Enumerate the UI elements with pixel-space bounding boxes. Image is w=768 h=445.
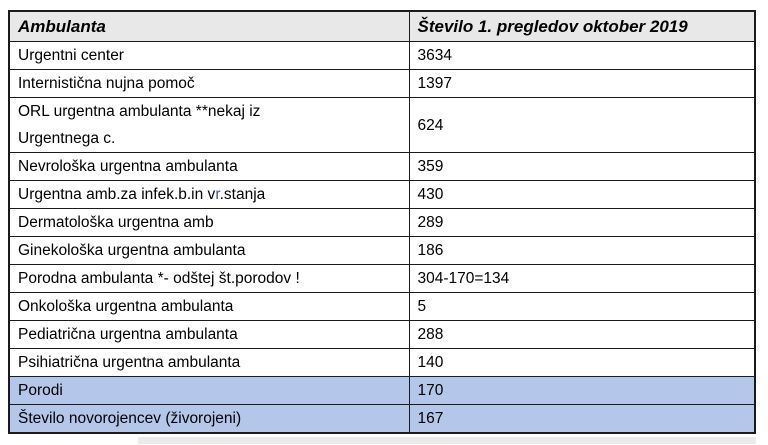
header-row: Ambulanta Število 1. pregledov oktober 2…	[8, 10, 756, 42]
ambulanta-cell: Psihiatrična urgentna ambulanta	[8, 348, 410, 377]
value-cell: 304-170=134	[408, 264, 756, 293]
table-row: Urgentna amb.za infek.b.in vr.stanja 430	[8, 180, 756, 209]
column-header-ambulanta: Ambulanta	[8, 10, 410, 42]
value-cell: 1397	[408, 69, 756, 98]
table-row: ORL urgentna ambulanta **nekaj iz Urgentn…	[8, 97, 756, 153]
ambulanta-label: Dermatološka urgentna amb	[18, 214, 214, 231]
table-row: Pediatrična urgentna ambulanta 288	[8, 320, 756, 349]
table-row: Nevrološka urgentna ambulanta 359	[8, 152, 756, 181]
value-cell: 167	[408, 404, 756, 434]
table-row: Število novorojencev (živorojeni) 167	[8, 404, 756, 434]
table-row: Psihiatrična urgentna ambulanta 140	[8, 348, 756, 377]
ambulanta-cell: Urgentni center	[8, 41, 410, 70]
value-cell: 288	[408, 320, 756, 349]
ambulanta-label: Nevrološka urgentna ambulanta	[18, 158, 238, 175]
table-row: Internistična nujna pomoč 1397	[8, 69, 756, 98]
value-cell: 3634	[408, 41, 756, 70]
ambulanta-table: Ambulanta Število 1. pregledov oktober 2…	[8, 10, 756, 434]
table-shadow	[138, 437, 756, 444]
table-row: Ginekološka urgentna ambulanta 186	[8, 236, 756, 265]
ambulanta-cell: Porodna ambulanta *- odštej št.porodov !	[8, 264, 410, 293]
ambulanta-cell: Internistična nujna pomoč	[8, 69, 410, 98]
value-cell: 359	[408, 152, 756, 181]
ambulanta-label: Pediatrična urgentna ambulanta	[18, 326, 238, 343]
ambulanta-cell: ORL urgentna ambulanta **nekaj iz Urgentn…	[8, 97, 410, 153]
ambulanta-label: .stanja	[219, 186, 266, 203]
value-cell: 289	[408, 208, 756, 237]
ambulanta-label: Urgentnega c.	[18, 130, 116, 147]
ambulanta-cell: Porodi	[8, 376, 410, 405]
value-cell: 430	[408, 180, 756, 209]
table-row: Porodna ambulanta *- odštej št.porodov !…	[8, 264, 756, 293]
value-cell: 186	[408, 236, 756, 265]
ambulanta-label: Število novorojencev (živorojeni)	[18, 410, 242, 427]
table-body: Urgentni center 3634 Internistična nujna p…	[8, 41, 756, 434]
ambulanta-label: Urgentni center	[18, 47, 124, 64]
ambulanta-cell: Onkološka urgentna ambulanta	[8, 292, 410, 321]
table-row: Onkološka urgentna ambulanta 5	[8, 292, 756, 321]
ambulanta-cell: Urgentna amb.za infek.b.in vr.stanja	[8, 180, 410, 209]
ambulanta-label: Onkološka urgentna ambulanta	[18, 298, 234, 315]
ambulanta-cell: Dermatološka urgentna amb	[8, 208, 410, 237]
value-cell: 5	[408, 292, 756, 321]
ambulanta-cell: Nevrološka urgentna ambulanta	[8, 152, 410, 181]
ambulanta-cell: Ginekološka urgentna ambulanta	[8, 236, 410, 265]
value-cell: 624	[408, 97, 756, 153]
column-header-stevilo-pregledov: Število 1. pregledov oktober 2019	[408, 10, 756, 42]
ambulanta-cell: Število novorojencev (živorojeni)	[8, 404, 410, 434]
ambulanta-cell: Pediatrična urgentna ambulanta	[8, 320, 410, 349]
table-row: Urgentni center 3634	[8, 41, 756, 70]
ambulanta-label: Urgentna amb.za infek.b.in v	[18, 186, 216, 203]
ambulanta-label: Porodi	[18, 382, 63, 399]
value-cell: 170	[408, 376, 756, 405]
ambulanta-label: Internistična nujna pomoč	[18, 75, 195, 92]
ambulanta-label: ORL urgentna ambulanta **nekaj iz	[18, 103, 261, 120]
ambulanta-label: Porodna ambulanta *- odštej št.porodov !	[18, 270, 300, 287]
table-row: Dermatološka urgentna amb 289	[8, 208, 756, 237]
ambulanta-label: Psihiatrična urgentna ambulanta	[18, 354, 241, 371]
ambulanta-label: Ginekološka urgentna ambulanta	[18, 242, 246, 259]
ambulanta-label: r	[215, 186, 220, 203]
table-row: Porodi 170	[8, 376, 756, 405]
value-cell: 140	[408, 348, 756, 377]
